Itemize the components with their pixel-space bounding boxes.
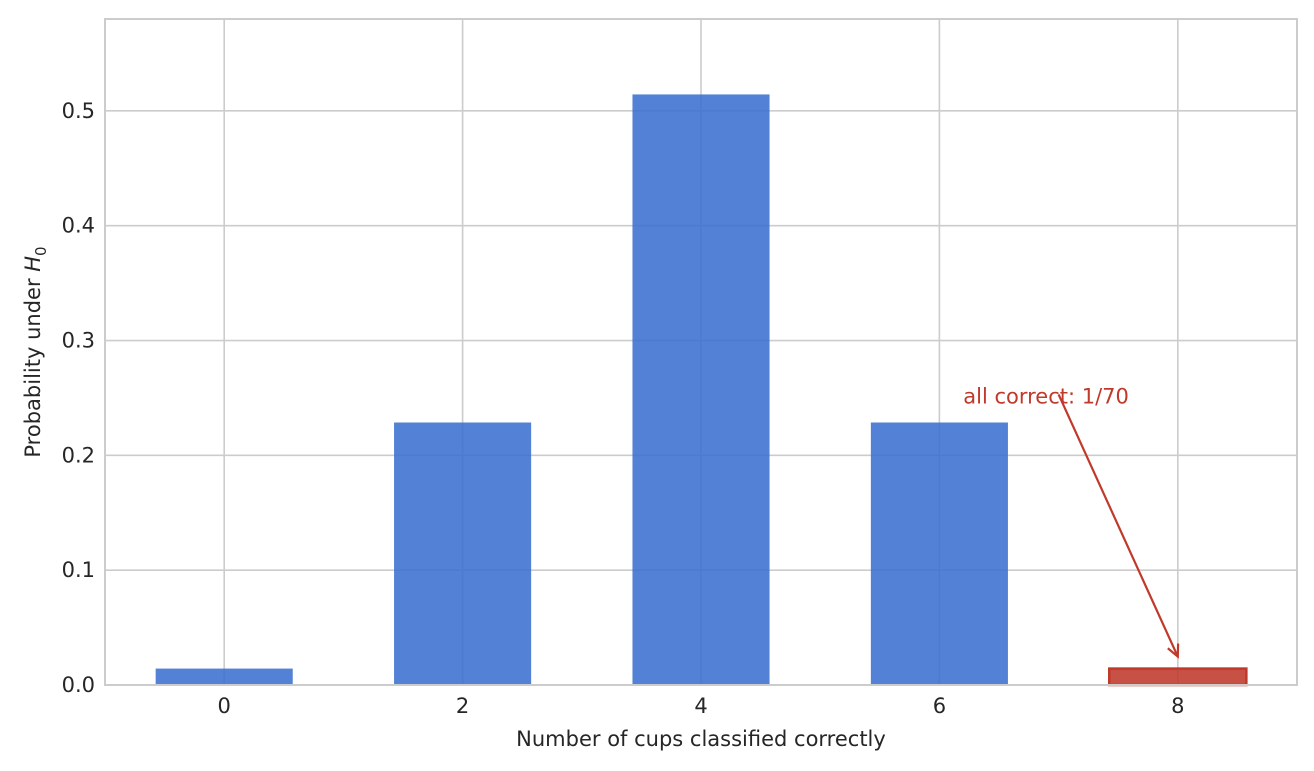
y-tick-label: 0.2 xyxy=(62,443,95,467)
annotation-arrowhead xyxy=(1167,643,1180,659)
x-tick-labels: 0 2 4 6 8 xyxy=(218,694,1185,718)
y-tick-label: 0.1 xyxy=(62,558,95,582)
bars-group xyxy=(155,94,1248,687)
y-tick-labels: 0.0 0.1 0.2 0.3 0.4 0.5 xyxy=(62,99,95,697)
y-axis-label: Probability under H0 xyxy=(21,246,50,457)
y-axis-label-subscript: 0 xyxy=(32,246,50,256)
y-tick-label: 0.0 xyxy=(62,673,95,697)
bar xyxy=(632,94,770,686)
y-tick-label: 0.5 xyxy=(62,99,95,123)
annotation: all correct: 1/70 xyxy=(963,385,1180,659)
y-axis-label-symbol: H xyxy=(21,256,45,272)
x-tick-label: 0 xyxy=(218,694,231,718)
annotation-arrow xyxy=(1057,393,1179,658)
y-tick-label: 0.3 xyxy=(62,329,95,353)
y-axis-label-prefix: Probability under xyxy=(21,272,45,458)
plot-frame xyxy=(104,18,1298,686)
annotation-text: all correct: 1/70 xyxy=(963,385,1129,409)
y-tick-label: 0.4 xyxy=(62,214,95,238)
bar xyxy=(1108,667,1248,687)
x-tick-label: 4 xyxy=(694,694,707,718)
x-tick-label: 2 xyxy=(456,694,469,718)
bar xyxy=(870,422,1008,685)
x-axis-label: Number of cups classified correctly xyxy=(516,727,886,751)
x-tick-label: 6 xyxy=(933,694,946,718)
bar xyxy=(394,422,532,685)
bar xyxy=(155,668,293,685)
x-tick-label: 8 xyxy=(1171,694,1184,718)
